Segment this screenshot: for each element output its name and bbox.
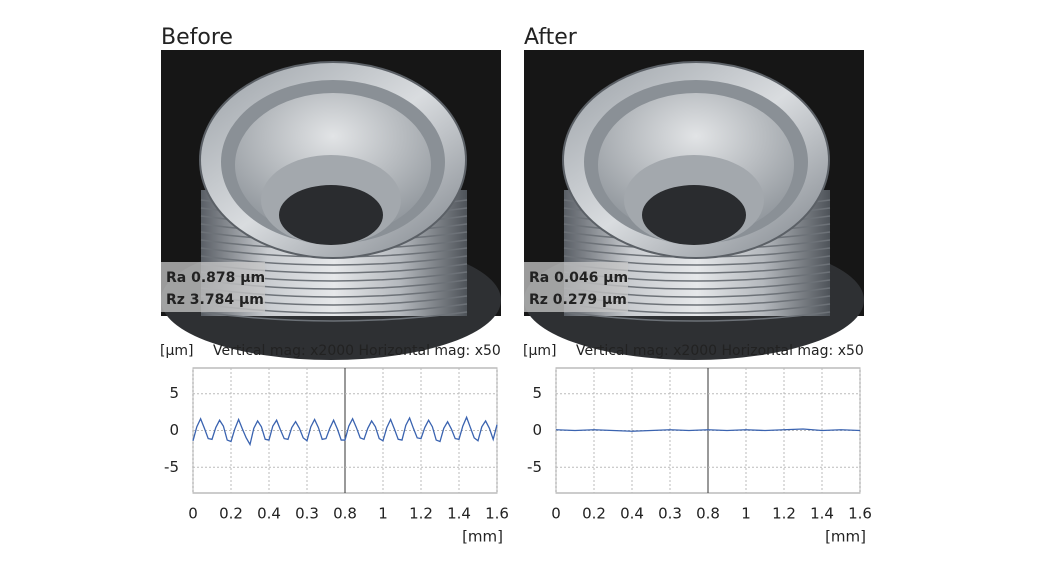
subtitle: Vertical mag: x2000 Horizontal mag: x50 [576, 343, 864, 359]
subtitle: Vertical mag: x2000 Horizontal mag: x50 [213, 343, 501, 359]
bore [279, 185, 383, 245]
y-tick-label: -5 [164, 458, 179, 476]
x-unit: [mm] [825, 528, 866, 546]
x-tick-label: 0.8 [696, 505, 720, 523]
x-tick-label: 1.4 [447, 505, 471, 523]
photo-title: After [524, 25, 578, 50]
profile-line [555, 428, 861, 432]
thread [563, 255, 831, 266]
x-tick-label: 0.4 [620, 505, 644, 523]
x-tick-label: 1.4 [810, 505, 834, 523]
y-tick-label: -5 [527, 458, 542, 476]
thread [200, 255, 468, 266]
y-tick-label: 5 [532, 384, 542, 402]
x-tick-label: 1.2 [409, 505, 433, 523]
bore [642, 185, 746, 245]
label-box [524, 262, 628, 312]
x-tick-label: 1.6 [485, 505, 509, 523]
y-unit: [μm] [523, 343, 556, 359]
x-tick-label: 1 [378, 505, 388, 523]
x-tick-label: 1.6 [848, 505, 872, 523]
x-tick-label: 0 [551, 505, 561, 523]
x-tick-label: 0.2 [219, 505, 243, 523]
profile-line [192, 415, 498, 447]
y-tick-label: 5 [169, 384, 179, 402]
roughness-label: Rz 3.784 μm [166, 292, 264, 308]
x-tick-label: 0.2 [582, 505, 606, 523]
y-tick-label: 0 [532, 421, 542, 439]
x-unit: [mm] [462, 528, 503, 546]
x-tick-label: 0.3 [658, 505, 682, 523]
x-tick-label: 1.2 [772, 505, 796, 523]
y-unit: [μm] [160, 343, 193, 359]
label-box [161, 262, 265, 312]
y-tick-label: 0 [169, 421, 179, 439]
x-tick-label: 0.3 [295, 505, 319, 523]
thread [563, 311, 831, 322]
roughness-label: Ra 0.046 μm [529, 270, 628, 286]
photo-title: Before [161, 25, 233, 50]
x-tick-label: 0.8 [333, 505, 357, 523]
x-tick-label: 0.4 [257, 505, 281, 523]
roughness-label: Ra 0.878 μm [166, 270, 265, 286]
roughness-label: Rz 0.279 μm [529, 292, 627, 308]
x-tick-label: 1 [741, 505, 751, 523]
thread [200, 311, 468, 322]
x-tick-label: 0 [188, 505, 198, 523]
